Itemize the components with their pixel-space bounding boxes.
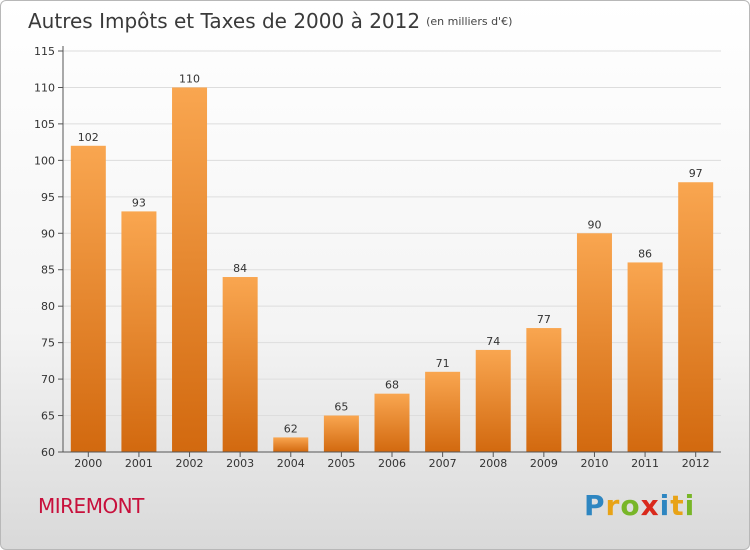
bar-2000 [70,145,106,453]
bar-2004 [273,437,309,452]
data-label: 84 [233,262,247,275]
bars [70,87,714,453]
axes [58,46,721,457]
x-tick-label: 2011 [631,457,659,470]
x-tick-label: 2006 [378,457,406,470]
y-tick-label: 80 [41,300,55,313]
chart-title-text: Autres Impôts et Taxes de 2000 à 2012 [28,9,421,33]
data-label: 77 [537,313,551,326]
x-tick-label: 2007 [429,457,457,470]
bar-2003 [222,277,258,452]
data-label: 65 [334,401,348,414]
y-tick-label: 90 [41,227,55,240]
x-tick-label: 2000 [74,457,102,470]
x-tick-label: 2009 [530,457,558,470]
data-label: 102 [78,131,99,144]
x-tick-label: 2010 [580,457,608,470]
logo-letter: i [684,489,696,522]
x-tick-label: 2001 [125,457,153,470]
y-tick-label: 115 [34,45,55,58]
bar-2005 [323,415,359,452]
bar-2007 [425,371,461,452]
bar-2010 [576,233,612,452]
bar-2006 [374,393,410,452]
y-tick-label: 110 [34,81,55,94]
bar-2009 [526,328,562,452]
y-tick-label: 95 [41,191,55,204]
y-tick-label: 100 [34,154,55,167]
x-tick-label: 2002 [176,457,204,470]
x-tick-label: 2008 [479,457,507,470]
y-tick-label: 105 [34,118,55,131]
x-tick-label: 2003 [226,457,254,470]
data-label: 71 [436,357,450,370]
logo-letter: i [659,489,671,522]
chart-unit: (en milliers d'€) [426,15,513,28]
data-label: 90 [587,218,601,231]
y-tick-label: 65 [41,410,55,423]
y-tick-label: 70 [41,373,55,386]
x-tick-label: 2005 [327,457,355,470]
y-tick-label: 75 [41,337,55,350]
logo-letter: t [670,489,685,522]
x-tick-label: 2012 [682,457,710,470]
proxiti-logo: Proxiti [584,489,695,522]
commune-name: MIREMONT [38,494,144,518]
bar-2001 [121,211,157,452]
y-tick-label: 60 [41,446,55,459]
data-label: 93 [132,196,146,209]
logo-letter: P [584,489,606,522]
bar-2012 [678,182,714,452]
logo-letter: o [620,489,641,522]
data-label: 68 [385,379,399,392]
data-label: 86 [638,247,652,260]
data-label: 110 [179,72,200,85]
data-label: 97 [689,167,703,180]
data-label: 62 [284,422,298,435]
logo-letter: x [640,489,660,522]
logo-letter: r [605,489,621,522]
grid-lines [63,50,721,453]
bar-2002 [172,87,208,453]
bar-2008 [475,349,511,452]
data-label: 74 [486,335,500,348]
chart-title: Autres Impôts et Taxes de 2000 à 2012 (en… [28,9,512,33]
y-tick-label: 85 [41,264,55,277]
bar-2011 [627,262,663,452]
x-tick-label: 2004 [277,457,305,470]
labels: 60 65 70 75 80 85 90 95 100 105 110 115 102 2000 93 200… [34,45,710,470]
